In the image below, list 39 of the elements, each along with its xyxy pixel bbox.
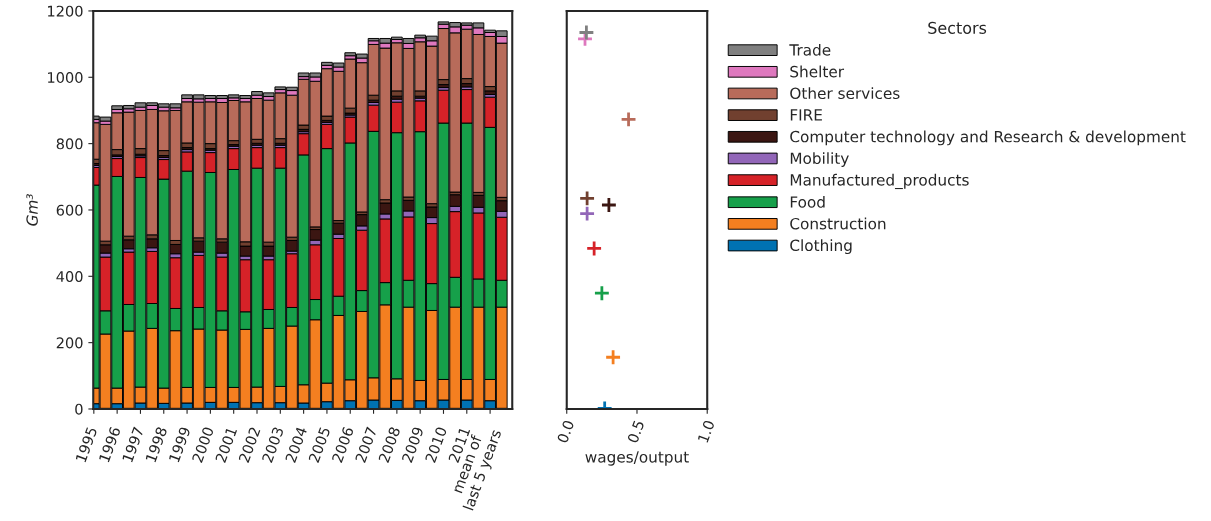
x-tick-label: 1995 [75,426,98,463]
x-tick-label: 1996 [98,426,121,463]
legend-label: Mobility [790,152,849,167]
y-tick-label: 0 [75,403,83,415]
x-tick-label: 2010 [424,426,448,464]
legend-label: Computer technology and Research & development [790,130,1186,146]
legend-label: Shelter [790,65,845,78]
legend-label: FIRE [790,109,822,121]
legend-label: Other services [790,87,900,100]
y-tick-label: 200 [56,337,83,349]
y-tick-label: 400 [56,271,83,283]
legend-label: Clothing [790,239,852,255]
x-axis-title: wages/output [585,451,689,466]
x-tick-label: 2005 [308,426,331,464]
x-tick-label: 2009 [401,426,424,464]
y-tick-label: 800 [56,138,83,150]
legend-label: Manufactured_products [790,173,969,190]
x-tick-label: 2006 [331,426,354,464]
legend-label: Trade [789,43,831,56]
y-tick-label: 1200 [48,5,83,17]
x-tick-label: 1999 [168,426,191,463]
y-axis-title: Gm³ [26,194,38,226]
legend-label: Construction [790,217,886,230]
x-tick-label: 1998 [145,426,168,463]
legend-title: Sectors [928,21,987,34]
x-tick-label: 0.5 [626,419,645,444]
x-tick-label: 2003 [261,426,284,464]
x-tick-label: 0.0 [556,419,575,444]
x-tick-label: 1997 [121,426,144,463]
legend-label: Food [790,195,825,208]
x-tick-label: 2008 [378,426,401,464]
x-tick-label: 2007 [354,426,378,464]
x-tick-label: 1.0 [697,419,715,443]
x-tick-label: 2001 [214,426,238,464]
y-tick-label: 1000 [48,72,83,84]
y-tick-label: 600 [56,204,83,216]
x-tick-label: 2004 [284,426,308,464]
x-tick-label: 2002 [238,426,261,464]
x-tick-label: 2000 [191,426,215,464]
